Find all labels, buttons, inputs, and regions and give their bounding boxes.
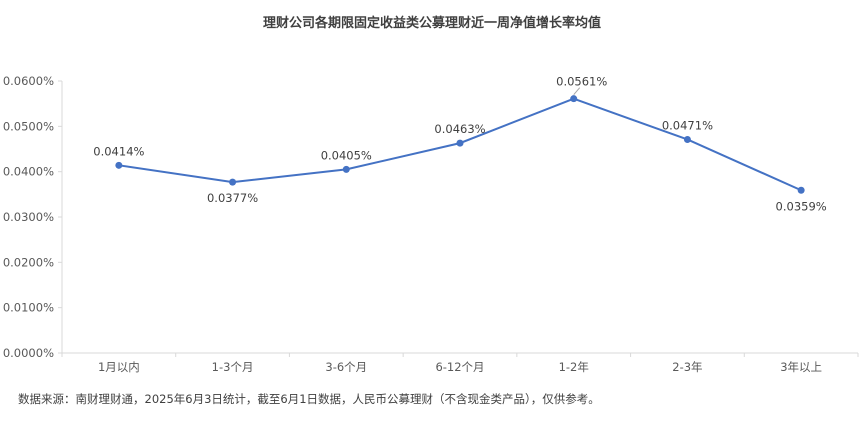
data-point bbox=[456, 139, 464, 147]
y-tick-label: 0.0200% bbox=[3, 255, 54, 269]
x-axis: 1月以内 1-3个月 3-6个月 6-12个月 1-2年 2-3年 3年以上 bbox=[61, 352, 859, 374]
x-tick-label: 3年以上 bbox=[780, 360, 822, 374]
data-label: 0.0377% bbox=[207, 191, 258, 205]
y-tick-label: 0.0000% bbox=[3, 346, 54, 360]
chart-title: 理财公司各期限固定收益类公募理财近一周净值增长率均值 bbox=[262, 16, 601, 31]
data-label: 0.0414% bbox=[93, 144, 144, 158]
y-tick-label: 0.0500% bbox=[3, 119, 54, 133]
data-point bbox=[115, 161, 123, 169]
y-tick-label: 0.0100% bbox=[3, 301, 54, 315]
data-label: 0.0471% bbox=[662, 118, 713, 132]
data-point bbox=[683, 135, 691, 143]
x-tick-label: 1月以内 bbox=[98, 360, 140, 374]
y-tick-label: 0.0600% bbox=[3, 74, 54, 88]
data-point bbox=[797, 186, 805, 194]
source-note: 数据来源：南财理财通，2025年6月3日统计，截至6月1日数据，人民币公募理财（… bbox=[18, 392, 600, 406]
x-tick-label: 1-3个月 bbox=[212, 360, 254, 374]
data-label-leader bbox=[573, 87, 581, 96]
data-label: 0.0561% bbox=[556, 75, 607, 89]
y-axis: 0.0000% 0.0100% 0.0200% 0.0300% 0.0400% 0.050… bbox=[3, 74, 63, 360]
series-layer: 0.0414% 0.0377% 0.0405% 0.0463% 0.0561% 0.047… bbox=[93, 75, 827, 214]
data-point bbox=[229, 178, 237, 186]
x-tick-label: 6-12个月 bbox=[435, 360, 484, 374]
y-tick-label: 0.0400% bbox=[3, 165, 54, 179]
data-point bbox=[570, 95, 578, 103]
data-label: 0.0405% bbox=[321, 148, 372, 162]
y-tick-label: 0.0300% bbox=[3, 210, 54, 224]
data-label: 0.0359% bbox=[776, 199, 827, 213]
x-tick-label: 3-6个月 bbox=[325, 360, 367, 374]
data-label: 0.0463% bbox=[434, 122, 485, 136]
x-tick-label: 2-3年 bbox=[672, 360, 702, 374]
data-point bbox=[342, 165, 350, 173]
x-tick-label: 1-2年 bbox=[559, 360, 589, 374]
